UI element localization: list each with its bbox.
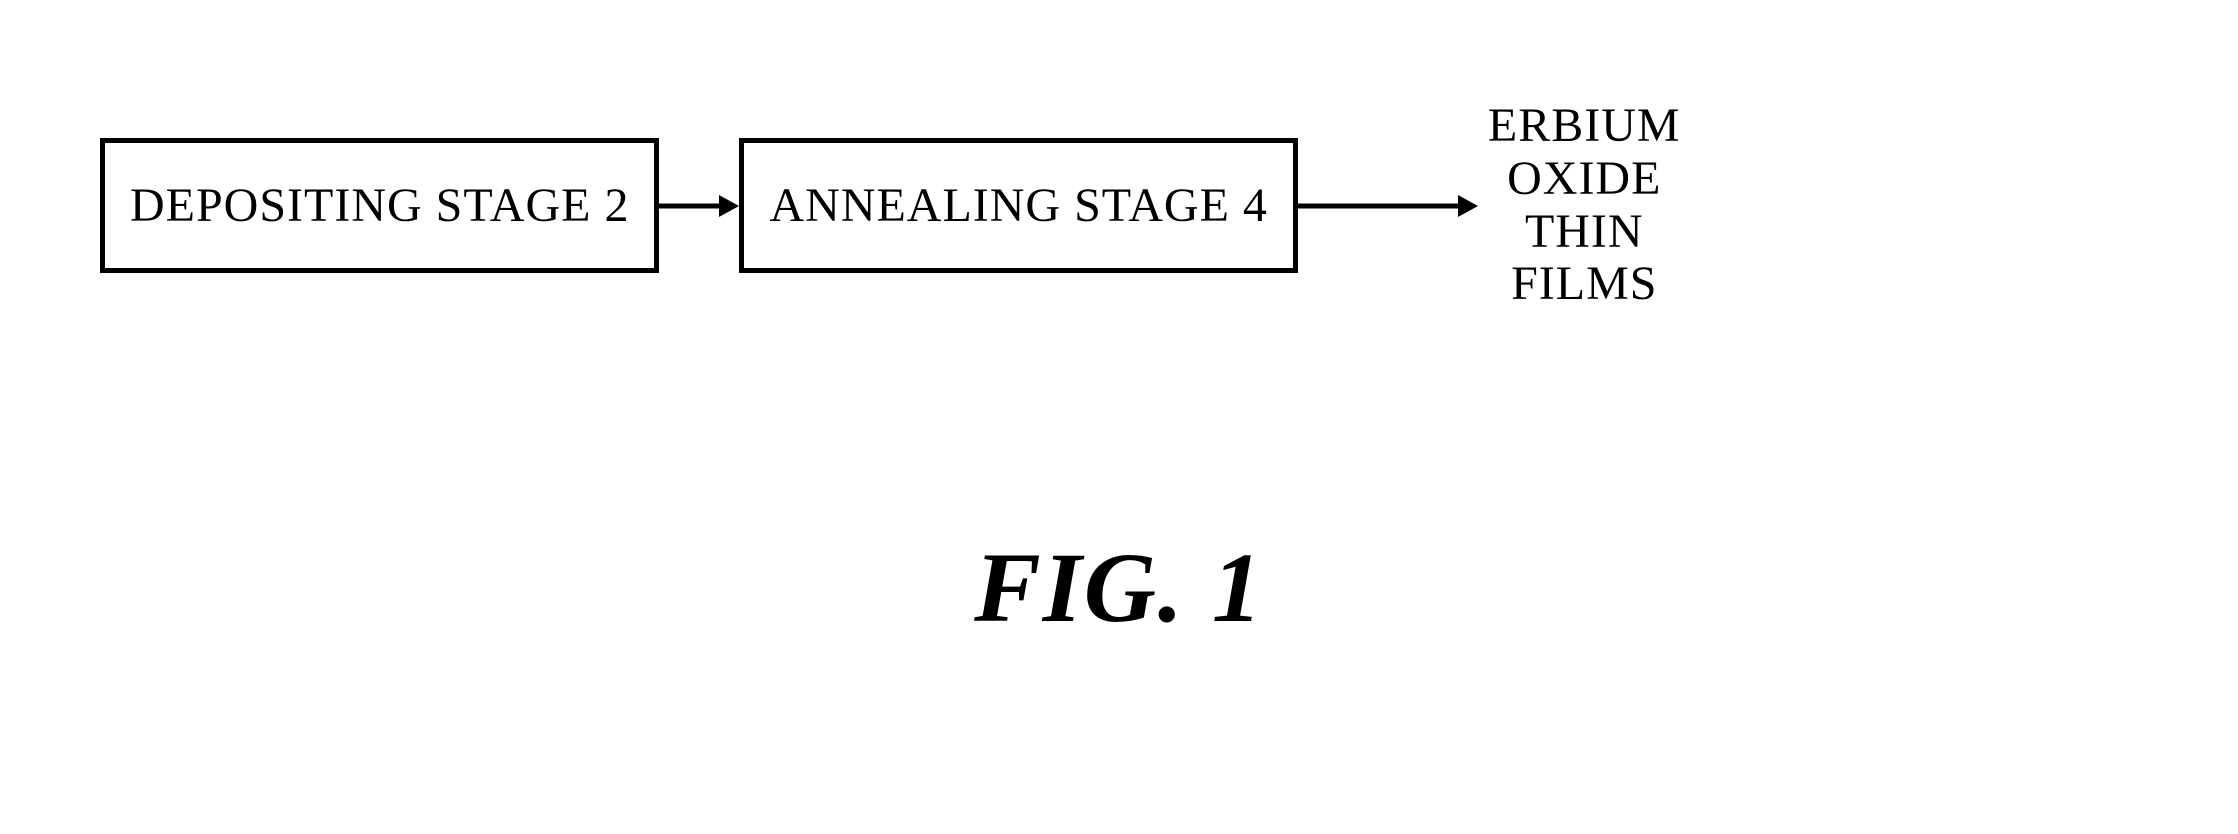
depositing-stage-box: DEPOSITING STAGE 2: [100, 138, 659, 273]
output-line-1: ERBIUM: [1488, 100, 1681, 153]
output-line-2: OXIDE: [1488, 153, 1681, 206]
annealing-stage-box: ANNEALING STAGE 4: [739, 138, 1297, 273]
output-label: ERBIUM OXIDE THIN FILMS: [1488, 100, 1681, 311]
arrow-1: [659, 181, 739, 231]
arrow-2: [1298, 181, 1478, 231]
flowchart-container: DEPOSITING STAGE 2 ANNEALING STAGE 4 ERB…: [100, 100, 1681, 311]
figure-caption: FIG. 1: [0, 530, 2238, 645]
output-line-3: THIN: [1488, 206, 1681, 259]
output-line-4: FILMS: [1488, 258, 1681, 311]
